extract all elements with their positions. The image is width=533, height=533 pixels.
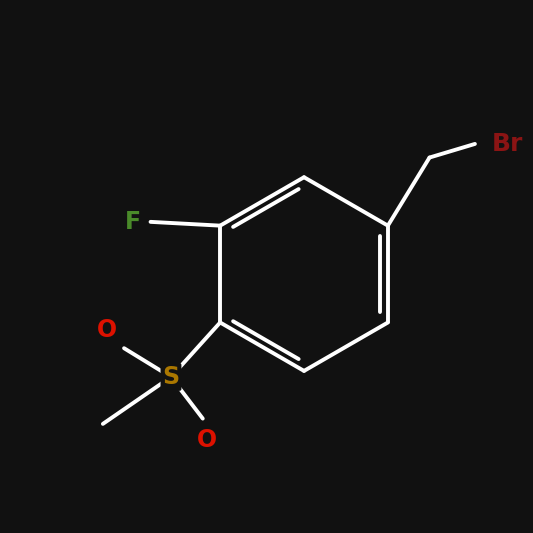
Text: F: F: [125, 210, 141, 234]
Text: S: S: [163, 365, 180, 389]
Text: Br: Br: [491, 132, 523, 156]
Text: O: O: [96, 318, 117, 342]
Text: O: O: [197, 427, 216, 451]
